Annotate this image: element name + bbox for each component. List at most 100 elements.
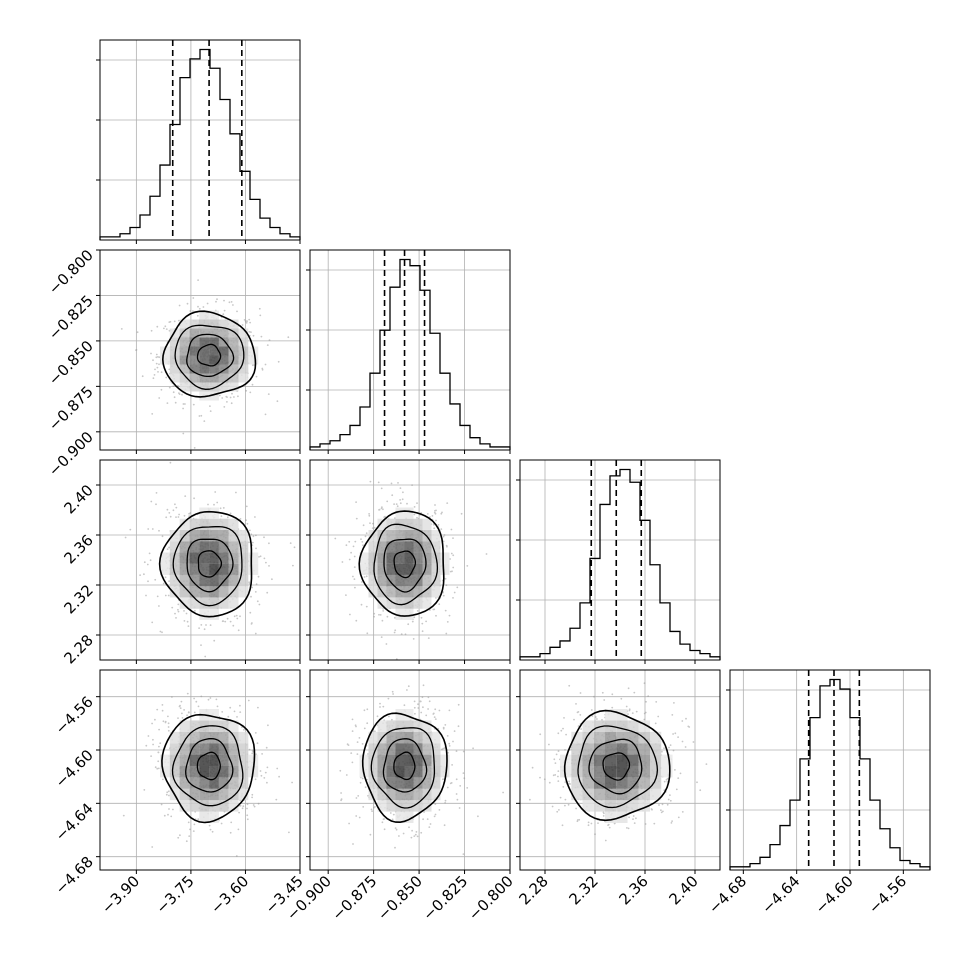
scatter-point [677,816,680,819]
scatter-point [161,704,164,706]
density-cell [368,743,378,755]
scatter-point [669,744,672,746]
scatter-point [556,810,559,813]
scatter-point [427,696,430,699]
density-cell [179,720,190,732]
scatter-point [576,819,579,821]
density-cell [404,530,414,542]
density-cell [169,586,180,598]
scatter-point [171,696,173,698]
scatter-point [559,796,562,799]
scatter-point [355,797,358,799]
scatter-point [429,516,431,518]
scatter-point [442,535,445,538]
scatter-point [165,516,168,519]
scatter-point [628,709,631,712]
scatter-point [227,715,230,718]
scatter-point [460,512,463,515]
scatter-point [696,781,698,784]
x-tick-label-param-3: 2.32 [565,872,601,908]
panel-frame [309,459,511,661]
density-cell [248,754,259,766]
density-cell [199,788,210,801]
scatter-point [267,724,269,727]
scatter-point [445,632,448,635]
density-cell [368,754,378,766]
scatter-point [233,710,236,713]
scatter-point [420,711,423,714]
density-cell [238,586,249,598]
density-cell [228,731,239,744]
scatter-point [237,828,240,831]
density-cell [218,788,229,801]
scatter-point [147,580,149,583]
scatter-point [361,743,364,745]
scatter-point [251,541,254,544]
histogram-line [99,48,301,240]
y-tick-label-param-3: 2.36 [60,531,96,567]
scatter-point [602,815,605,817]
scatter-point [371,810,373,812]
scatter-point [394,629,397,632]
density-cell [616,766,628,778]
density-cell [368,766,378,778]
scatter-point [156,356,159,358]
scatter-point [663,747,665,750]
density-cell [431,788,441,801]
density-cell [386,518,396,530]
density-cell [422,720,432,732]
density-cell [209,754,219,766]
contour-level-1 [196,751,221,781]
scatter-point [366,708,369,711]
y-tick-label-param-4: −4.68 [52,853,97,898]
scatter-point [591,715,594,717]
scatter-point [197,305,199,308]
density-cell [169,563,180,575]
contour-level-2 [383,538,427,593]
histogram-line [729,678,931,870]
density-cell [386,541,396,553]
contour-level-2 [186,538,234,593]
density-cell [377,720,387,732]
scatter-panel-4-3: 2.28 2.32 2.36 2.40 [515,669,721,908]
scatter-point [403,704,406,707]
density-cell [422,518,432,530]
scatter-point [601,691,604,694]
density-cell [218,743,229,755]
density-cell [368,575,378,587]
scatter-point [168,386,171,389]
scatter-point [420,616,423,619]
hist-panel-1 [96,39,301,244]
scatter-point [539,733,542,736]
scatter-point [245,519,247,522]
density-cell [638,766,651,778]
scatter-point [427,637,430,639]
scatter-point [255,547,257,550]
scatter-point [242,805,245,808]
scatter-point [160,388,163,391]
scatter-point [364,535,367,538]
scatter-point [554,774,557,776]
scatter-point [359,781,362,784]
scatter-point [383,828,386,831]
scatter-point [590,822,593,825]
density-cell [189,541,200,553]
scatter-point [597,822,599,824]
density-cell [359,563,369,575]
scatter-point [266,591,269,594]
density-cell [395,788,405,801]
scatter-point [406,502,408,505]
density-cell [386,788,396,801]
density-cell [218,563,229,575]
density-cell [189,364,200,374]
scatter-point [197,818,200,821]
scatter-point [181,393,183,396]
scatter-point [422,684,425,687]
scatter-point [362,524,365,527]
density-cell [404,743,414,755]
scatter-point [159,742,162,745]
density-cell [209,373,219,383]
y-tick-label-param-3: 2.40 [60,481,96,517]
density-cell [199,337,210,347]
density-cell [404,597,414,609]
